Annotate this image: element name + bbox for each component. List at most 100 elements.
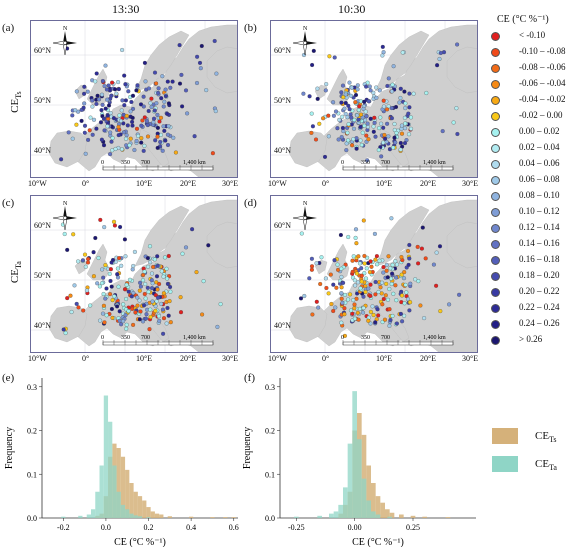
- station-point: [93, 79, 98, 84]
- station-point: [375, 307, 380, 312]
- station-point: [331, 282, 336, 287]
- station-point: [392, 121, 397, 127]
- station-point: [139, 123, 144, 128]
- station-point: [399, 131, 405, 136]
- station-point: [143, 296, 148, 301]
- station-point: [362, 99, 367, 104]
- station-point: [381, 140, 386, 145]
- station-point: [381, 125, 386, 130]
- scale-label: 350: [121, 160, 130, 166]
- station-point: [131, 291, 136, 296]
- station-point: [108, 130, 113, 135]
- station-point: [377, 258, 382, 263]
- station-point: [385, 297, 391, 302]
- station-point: [155, 145, 160, 150]
- station-point: [379, 280, 385, 285]
- station-point: [214, 71, 219, 76]
- station-point: [124, 133, 129, 138]
- station-point: [333, 305, 338, 310]
- station-point: [108, 278, 113, 284]
- hist-bar: [338, 504, 343, 518]
- row-label-cets: CETs: [8, 91, 24, 113]
- station-point: [368, 116, 373, 121]
- station-point: [364, 114, 369, 119]
- station-point: [359, 142, 364, 148]
- legend-swatch: [491, 32, 500, 41]
- station-point: [159, 269, 164, 274]
- station-point: [361, 305, 366, 311]
- hist-bar: [154, 513, 160, 518]
- station-point: [133, 310, 138, 315]
- lon-label: 30°E: [462, 354, 479, 363]
- hist-bar: [333, 511, 339, 518]
- station-point: [69, 309, 74, 315]
- station-point: [368, 309, 373, 314]
- legend-swatch: [491, 320, 500, 329]
- station-point: [331, 100, 336, 105]
- station-point: [70, 136, 75, 141]
- station-point: [368, 293, 373, 299]
- station-point: [342, 333, 347, 338]
- x-tick-label: 0.0: [101, 523, 111, 532]
- legend-label: 0.22 – 0.24: [519, 302, 560, 312]
- station-point: [332, 55, 337, 60]
- station-point: [141, 148, 146, 153]
- station-point: [357, 104, 362, 109]
- station-point: [163, 94, 168, 99]
- station-point: [385, 121, 390, 126]
- station-point: [145, 256, 150, 261]
- station-point: [355, 87, 360, 92]
- legend-swatch: [491, 208, 500, 217]
- station-point: [100, 102, 105, 107]
- station-point: [298, 296, 304, 301]
- station-point: [111, 219, 117, 224]
- station-point: [166, 124, 171, 129]
- panel-label-d: (d): [244, 197, 257, 209]
- station-point: [90, 132, 95, 137]
- station-point: [124, 326, 129, 331]
- station-point: [339, 135, 344, 140]
- station-point: [135, 303, 140, 308]
- station-point: [343, 111, 348, 117]
- station-point: [368, 259, 373, 264]
- station-point: [123, 136, 129, 141]
- north-arrow-icon: N: [292, 26, 317, 56]
- legend-label: -0.04 – -0.02: [519, 94, 566, 104]
- station-point: [128, 136, 133, 141]
- station-point: [65, 247, 70, 252]
- station-point: [373, 134, 378, 139]
- station-point: [157, 318, 162, 323]
- map-svg-c: N 0 350 700 1,400 km: [31, 196, 237, 352]
- scale-label: 1,400 km: [183, 335, 206, 341]
- station-point: [76, 305, 81, 310]
- legend-swatch: [491, 64, 500, 73]
- station-point: [123, 312, 128, 318]
- station-point: [339, 100, 344, 105]
- land-shape: [300, 24, 477, 177]
- station-point: [167, 299, 172, 304]
- column-title-left: 13:30: [112, 2, 140, 16]
- station-point: [420, 225, 425, 230]
- station-point: [374, 254, 379, 259]
- station-point: [365, 158, 370, 163]
- station-point: [394, 275, 399, 280]
- hist-bar: [116, 491, 121, 518]
- x-tick-label: -0.25: [288, 523, 305, 532]
- station-point: [85, 260, 91, 265]
- y-tick-label: 0.1: [265, 470, 275, 479]
- station-point: [319, 255, 324, 260]
- station-point: [149, 286, 155, 291]
- station-point: [359, 266, 364, 271]
- station-point: [310, 124, 315, 129]
- station-point: [106, 103, 112, 108]
- land-shape: [374, 30, 430, 92]
- station-point: [394, 298, 399, 303]
- station-point: [403, 121, 408, 126]
- legend-swatch: [491, 224, 500, 233]
- station-point: [168, 289, 173, 294]
- lat-label: 60°N: [274, 221, 291, 230]
- station-point: [112, 294, 117, 299]
- lat-label: 60°N: [34, 221, 51, 230]
- station-point: [434, 283, 439, 288]
- station-point: [406, 132, 412, 137]
